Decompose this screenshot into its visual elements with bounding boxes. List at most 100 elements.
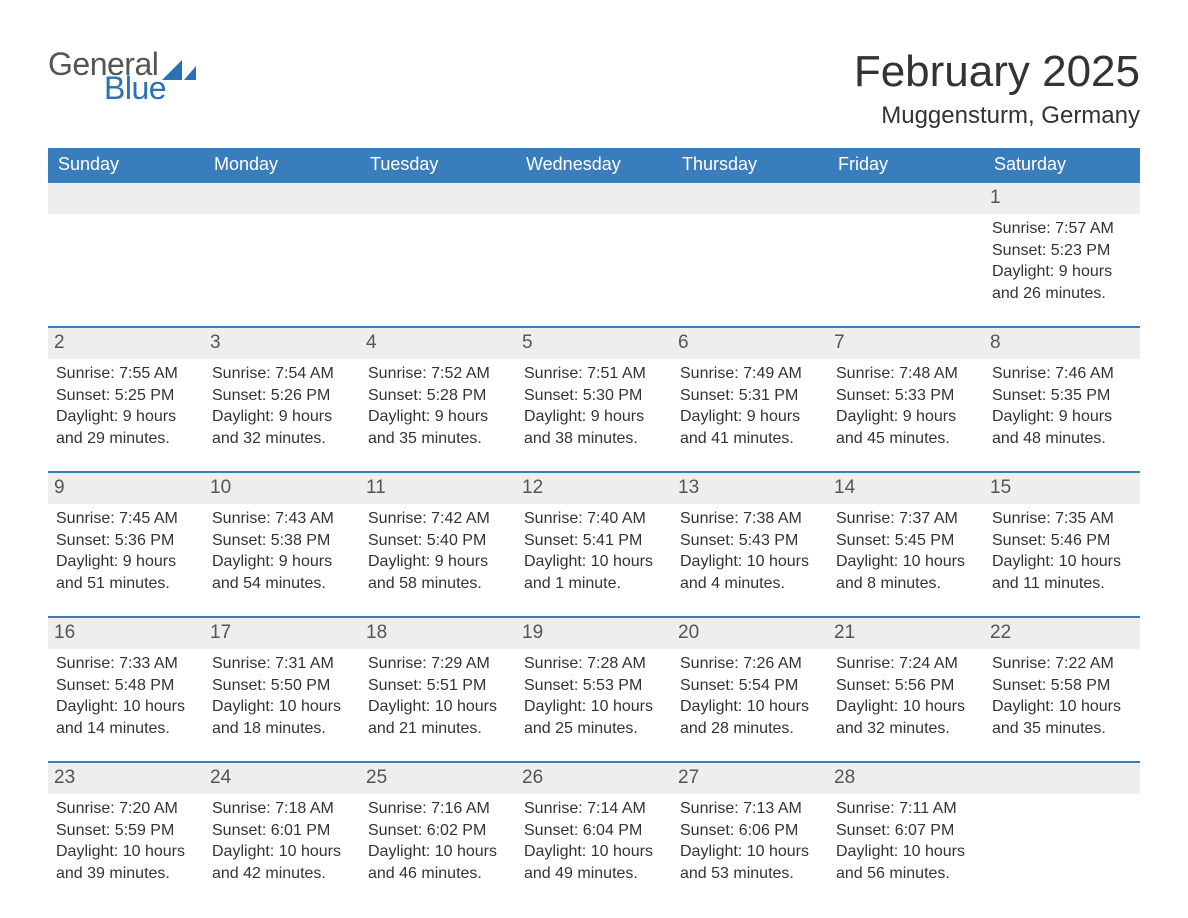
calendar-empty-cell [204,183,360,327]
daylight-line: Daylight: 10 hours [522,841,666,863]
sunset-line: Sunset: 6:06 PM [678,820,822,842]
daylight-line: Daylight: 9 hours [366,406,510,428]
sunset-line: Sunset: 6:07 PM [834,820,978,842]
day-number [48,183,204,214]
sunrise-line: Sunrise: 7:11 AM [834,798,978,820]
calendar-day-cell: 7Sunrise: 7:48 AMSunset: 5:33 PMDaylight… [828,327,984,472]
daylight-line: Daylight: 10 hours [54,841,198,863]
sunset-line: Sunset: 5:54 PM [678,675,822,697]
header-row: General Blue February 2025 Muggensturm, … [48,48,1140,130]
calendar-day-cell: 4Sunrise: 7:52 AMSunset: 5:28 PMDaylight… [360,327,516,472]
sunset-line: Sunset: 5:53 PM [522,675,666,697]
day-number: 15 [984,473,1140,504]
daylight-line: and 51 minutes. [54,573,198,595]
weekday-header: Friday [828,148,984,183]
daylight-line: Daylight: 10 hours [990,551,1134,573]
sunrise-line: Sunrise: 7:38 AM [678,508,822,530]
daylight-line: and 1 minute. [522,573,666,595]
daylight-line: and 49 minutes. [522,863,666,885]
daylight-line: and 45 minutes. [834,428,978,450]
weekday-header: Sunday [48,148,204,183]
sunrise-line: Sunrise: 7:57 AM [990,218,1134,240]
day-number [204,183,360,214]
sunrise-line: Sunrise: 7:35 AM [990,508,1134,530]
calendar-day-cell: 18Sunrise: 7:29 AMSunset: 5:51 PMDayligh… [360,617,516,762]
daylight-line: and 53 minutes. [678,863,822,885]
daylight-line: and 58 minutes. [366,573,510,595]
day-number: 27 [672,763,828,794]
calendar-day-cell: 25Sunrise: 7:16 AMSunset: 6:02 PMDayligh… [360,762,516,906]
calendar-day-cell: 17 Sunrise: 7:31 AMSunset: 5:50 PMDayligh… [204,617,360,762]
calendar-day-cell: 14Sunrise: 7:37 AMSunset: 5:45 PMDayligh… [828,472,984,617]
calendar-day-cell: 10Sunrise: 7:43 AMSunset: 5:38 PMDayligh… [204,472,360,617]
sunset-line: Sunset: 5:31 PM [678,385,822,407]
calendar-day-cell: 8Sunrise: 7:46 AMSunset: 5:35 PMDaylight… [984,327,1140,472]
daylight-line: and 42 minutes. [210,863,354,885]
logo-text-blue: Blue [104,72,196,104]
sunset-line: Sunset: 5:40 PM [366,530,510,552]
daylight-line: and 38 minutes. [522,428,666,450]
sunset-line: Sunset: 5:23 PM [990,240,1134,262]
calendar-empty-cell [48,183,204,327]
calendar-day-cell: 12Sunrise: 7:40 AMSunset: 5:41 PMDayligh… [516,472,672,617]
weekday-header: Tuesday [360,148,516,183]
daylight-line: Daylight: 10 hours [834,551,978,573]
daylight-line: Daylight: 10 hours [366,841,510,863]
sunset-line: Sunset: 5:48 PM [54,675,198,697]
day-number: 8 [984,328,1140,359]
daylight-line: and 56 minutes. [834,863,978,885]
day-number: 2 [48,328,204,359]
daylight-line: and 8 minutes. [834,573,978,595]
day-number [360,183,516,214]
calendar-empty-cell [672,183,828,327]
day-number: 21 [828,618,984,649]
sunset-line: Sunset: 5:58 PM [990,675,1134,697]
daylight-line: Daylight: 10 hours [678,841,822,863]
calendar-week-row: 16Sunrise: 7:33 AMSunset: 5:48 PMDayligh… [48,617,1140,762]
sunset-line: Sunset: 5:51 PM [366,675,510,697]
sunset-line: Sunset: 5:35 PM [990,385,1134,407]
day-number: 17 [204,618,360,649]
sunrise-line: Sunrise: 7:16 AM [366,798,510,820]
daylight-line: and 21 minutes. [366,718,510,740]
day-number: 23 [48,763,204,794]
sunrise-line: Sunrise: 7:52 AM [366,363,510,385]
day-number: 25 [360,763,516,794]
daylight-line: and 48 minutes. [990,428,1134,450]
day-number: 12 [516,473,672,504]
weekday-header: Saturday [984,148,1140,183]
sunset-line: Sunset: 5:28 PM [366,385,510,407]
day-number: 9 [48,473,204,504]
calendar-day-cell: 15Sunrise: 7:35 AMSunset: 5:46 PMDayligh… [984,472,1140,617]
sunset-line: Sunset: 5:50 PM [210,675,354,697]
sunrise-line: Sunrise: 7:22 AM [990,653,1134,675]
sunrise-line: Sunrise: 7:31 AM [210,653,354,675]
calendar-header-row: SundayMondayTuesdayWednesdayThursdayFrid… [48,148,1140,183]
weekday-header: Thursday [672,148,828,183]
calendar-day-cell: 23Sunrise: 7:20 AMSunset: 5:59 PMDayligh… [48,762,204,906]
calendar-day-cell: 1Sunrise: 7:57 AMSunset: 5:23 PMDaylight… [984,183,1140,327]
calendar-day-cell: 28Sunrise: 7:11 AMSunset: 6:07 PMDayligh… [828,762,984,906]
sunrise-line: Sunrise: 7:40 AM [522,508,666,530]
sunrise-line: Sunrise: 7:14 AM [522,798,666,820]
daylight-line: Daylight: 9 hours [54,406,198,428]
calendar-empty-cell [360,183,516,327]
sunset-line: Sunset: 5:36 PM [54,530,198,552]
daylight-line: Daylight: 10 hours [678,696,822,718]
daylight-line: and 35 minutes. [990,718,1134,740]
day-number [516,183,672,214]
sunrise-line: Sunrise: 7:51 AM [522,363,666,385]
day-number: 19 [516,618,672,649]
sunrise-line: Sunrise: 7:45 AM [54,508,198,530]
sunrise-line: Sunrise: 7:33 AM [54,653,198,675]
calendar-day-cell: 16Sunrise: 7:33 AMSunset: 5:48 PMDayligh… [48,617,204,762]
sunrise-line: Sunrise: 7:43 AM [210,508,354,530]
day-number: 20 [672,618,828,649]
daylight-line: Daylight: 9 hours [54,551,198,573]
calendar-day-cell: 19Sunrise: 7:28 AMSunset: 5:53 PMDayligh… [516,617,672,762]
sunset-line: Sunset: 5:38 PM [210,530,354,552]
daylight-line: Daylight: 10 hours [210,696,354,718]
sunrise-line: Sunrise: 7:48 AM [834,363,978,385]
day-number [828,183,984,214]
sunrise-line: Sunrise: 7:29 AM [366,653,510,675]
